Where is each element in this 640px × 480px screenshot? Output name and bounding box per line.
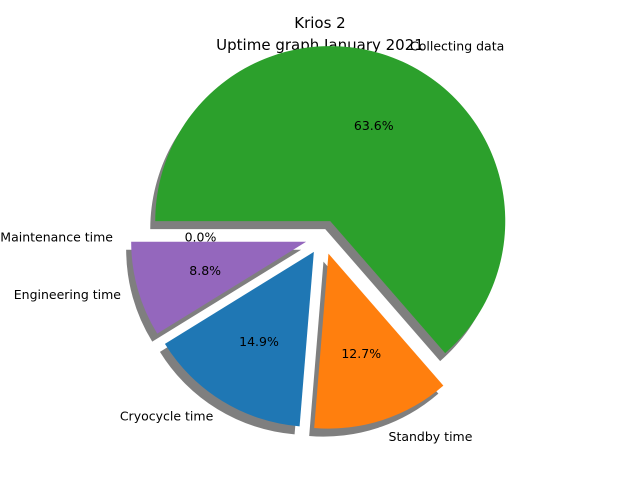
slice-percent-standby-time: 12.7% [341, 346, 381, 361]
slice-collecting-data [155, 46, 506, 354]
slice-label-cryocycle-time: Cryocycle time [120, 409, 214, 424]
slice-label-maintenance-time: Maintenance time [0, 230, 113, 245]
chart-title: Krios 2 [294, 14, 345, 32]
pie-slices [131, 46, 506, 429]
slice-percent-labels: 63.6% 12.7% 14.9% 8.8% 0.0% [185, 118, 394, 361]
slice-standby-time [314, 253, 444, 429]
chart-subtitle: Uptime graph January 2021 [216, 36, 424, 54]
slice-percent-cryocycle-time: 14.9% [239, 334, 279, 349]
slice-labels: Collecting data Standby time Cryocycle tim… [0, 38, 504, 444]
slice-label-standby-time: Standby time [389, 429, 473, 444]
slice-label-engineering-time: Engineering time [14, 287, 122, 302]
slice-engineering-time [131, 241, 307, 334]
slice-percent-collecting-data: 63.6% [354, 118, 394, 133]
slice-cryocycle-time [164, 251, 314, 427]
slice-percent-engineering-time: 8.8% [189, 263, 221, 278]
slice-label-collecting-data: Collecting data [410, 38, 504, 53]
slice-percent-maintenance-time: 0.0% [185, 230, 217, 245]
